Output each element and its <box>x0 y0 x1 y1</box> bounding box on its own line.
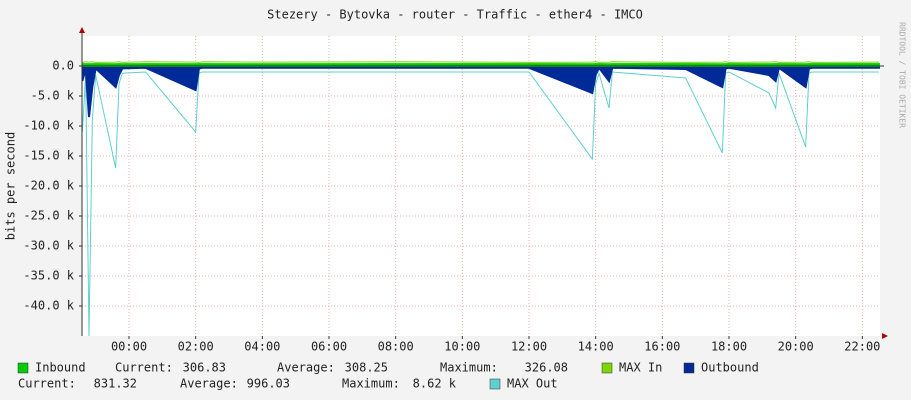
series-line <box>82 61 880 63</box>
legend-stat-name: Current: <box>115 361 173 375</box>
legend-label: Inbound <box>35 361 86 375</box>
grid <box>82 36 880 336</box>
x-tick-label: 12:00 <box>511 340 547 354</box>
legend-stat-name: Average: <box>180 377 238 391</box>
legend-stat-value: 306.83 <box>183 361 226 375</box>
y-tick-label: -15.0 k <box>23 149 74 163</box>
legend-label: MAX In <box>619 361 662 375</box>
y-tick-label: 0.0 <box>52 59 74 73</box>
y-tick-label: -5.0 k <box>31 89 75 103</box>
x-tick-label: 04:00 <box>244 340 280 354</box>
x-tick-label: 02:00 <box>178 340 214 354</box>
legend-swatch <box>683 362 695 374</box>
y-arrow <box>79 27 85 33</box>
legend-stat-name: Maximum: <box>440 361 498 375</box>
y-tick-label: -40.0 k <box>23 299 74 313</box>
x-arrow <box>882 333 888 339</box>
y-tick-label: -25.0 k <box>23 209 74 223</box>
x-tick-label: 00:00 <box>111 340 147 354</box>
legend-stat-value: 996.03 <box>247 377 290 391</box>
x-tick-label: 18:00 <box>711 340 747 354</box>
y-tick-label: -20.0 k <box>23 179 74 193</box>
y-tick-label: -30.0 k <box>23 239 74 253</box>
legend-stat-value: 8.62 k <box>413 377 457 391</box>
x-tick-label: 08:00 <box>378 340 414 354</box>
legend-stat-name: Maximum: <box>342 377 400 391</box>
y-tick-label: -10.0 k <box>23 119 74 133</box>
legend: Inbound Current: 306.83 Average: 308.25 Maxim… <box>17 361 759 391</box>
legend-swatch <box>489 378 501 390</box>
legend-swatch <box>601 362 613 374</box>
legend-stat-value: 308.25 <box>345 361 388 375</box>
legend-stat-name: Current: <box>18 377 76 391</box>
x-tick-label: 20:00 <box>778 340 814 354</box>
series-line <box>82 71 879 336</box>
series-area <box>82 65 880 118</box>
legend-swatch <box>17 362 29 374</box>
legend-stat-value: 326.08 <box>525 361 568 375</box>
watermark: RRDTOOL / TOBI OETIKER <box>898 22 907 128</box>
x-tick-label: 14:00 <box>578 340 614 354</box>
legend-stat-name: Average: <box>277 361 335 375</box>
y-tick-label: -35.0 k <box>23 269 74 283</box>
legend-label: MAX Out <box>507 377 558 391</box>
legend-label: Outbound <box>701 361 759 375</box>
legend-stat-value: 831.32 <box>94 377 137 391</box>
y-axis-label: bits per second <box>4 132 18 240</box>
x-tick-label: 10:00 <box>444 340 480 354</box>
axes: 0.0 -5.0 k -10.0 k -15.0 k -20.0 k -25.0 k -30… <box>23 27 888 354</box>
x-tick-label: 16:00 <box>644 340 680 354</box>
x-tick-label: 06:00 <box>311 340 347 354</box>
x-tick-label: 22:00 <box>844 340 880 354</box>
chart-title: Stezery - Bytovka - router - Traffic - e… <box>267 8 643 22</box>
